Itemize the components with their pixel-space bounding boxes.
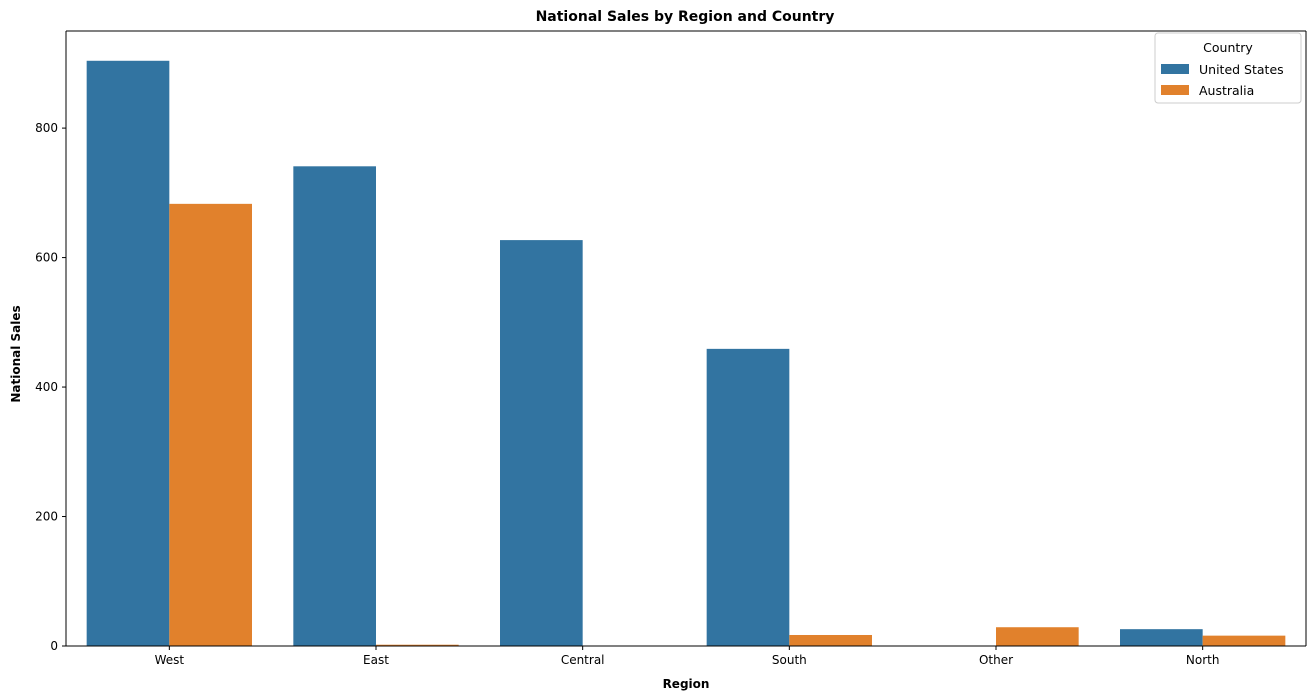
bar-australia-west bbox=[169, 203, 252, 647]
x-axis-label: Region bbox=[663, 677, 710, 691]
bar-united-states-west bbox=[86, 60, 170, 647]
bar-united-states-east bbox=[293, 166, 376, 647]
bar-australia-east bbox=[376, 644, 459, 646]
chart-title: National Sales by Region and Country bbox=[536, 9, 835, 25]
bar-united-states-central bbox=[500, 240, 583, 646]
legend-swatch-australia bbox=[1161, 85, 1189, 95]
axes-group: 0 200 400 600 800 West East Central South Other No… bbox=[35, 30, 1307, 667]
y-tick-label: 600 bbox=[35, 251, 58, 265]
bars-group bbox=[86, 60, 1286, 647]
y-tick-label: 400 bbox=[35, 380, 58, 394]
legend: Country United States Australia bbox=[1154, 32, 1302, 104]
y-tick-label: 800 bbox=[35, 121, 58, 135]
y-tick-label: 200 bbox=[35, 510, 58, 524]
bar-australia-north bbox=[1202, 635, 1286, 646]
y-axis-label: National Sales bbox=[9, 305, 23, 402]
legend-title: Country bbox=[1203, 40, 1253, 55]
bar-united-states-north bbox=[1120, 629, 1203, 646]
x-tick-label: Other bbox=[979, 653, 1013, 667]
y-tick-label: 0 bbox=[50, 639, 58, 653]
bar-australia-south bbox=[789, 634, 872, 646]
legend-box bbox=[1154, 32, 1302, 104]
x-tick-label: North bbox=[1186, 653, 1220, 667]
x-tick-label: Central bbox=[561, 653, 605, 667]
x-tick-label: East bbox=[363, 653, 389, 667]
legend-label-united-states: United States bbox=[1199, 62, 1284, 77]
x-tick-label: West bbox=[155, 653, 185, 667]
x-tick-label: South bbox=[772, 653, 807, 667]
legend-label-australia: Australia bbox=[1199, 83, 1254, 98]
bar-australia-other bbox=[996, 627, 1079, 646]
bar-united-states-south bbox=[706, 348, 790, 646]
legend-swatch-united-states bbox=[1161, 64, 1189, 74]
